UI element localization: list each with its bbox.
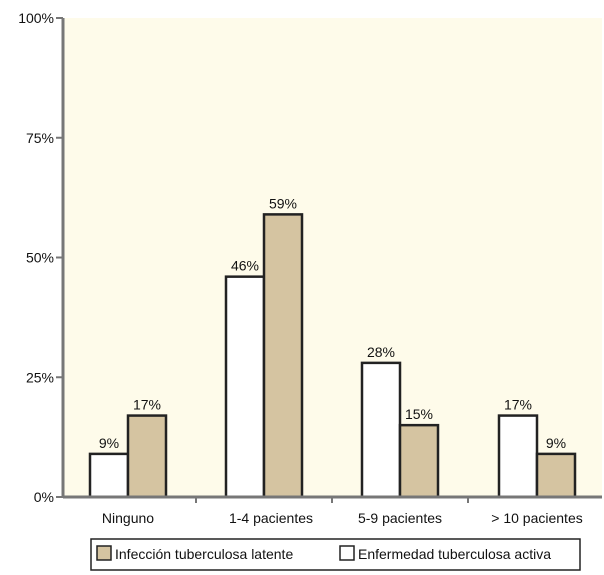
bar-enfermedad-tuberculosa-activa-1-4-pacientes xyxy=(224,275,266,499)
data-label-enfermedad-tuberculosa-activa-ninguno: 9% xyxy=(99,435,119,451)
data-label-enfermedad-tuberculosa-activa-5-9-pacientes: 28% xyxy=(367,344,395,360)
y-tick-label-75: 75% xyxy=(26,130,54,146)
bar-infecci-n-tuberculosa-latente-10-pacientes xyxy=(535,452,577,499)
legend-label-infecci-n-tuberculosa-latente: Infección tuberculosa latente xyxy=(115,546,293,562)
bars-group xyxy=(88,213,577,499)
x-tick-labels-group: Ninguno 1-4 pacientes 5-9 pacientes > 10 pa… xyxy=(102,497,583,526)
legend-label-enfermedad-tuberculosa-activa: Enfermedad tuberculosa activa xyxy=(358,546,551,562)
data-label-infecci-n-tuberculosa-latente-1-4-pacientes: 59% xyxy=(269,195,297,211)
data-label-infecci-n-tuberculosa-latente-ninguno: 17% xyxy=(133,397,161,413)
bar-enfermedad-tuberculosa-activa-ninguno xyxy=(88,452,130,499)
y-tick-label-50: 50% xyxy=(26,250,54,266)
x-tick-label-5-9-pacientes: 5-9 pacientes xyxy=(358,510,442,526)
bar-infecci-n-tuberculosa-latente-1-4-pacientes xyxy=(262,213,304,499)
x-tick-label-ninguno: Ninguno xyxy=(102,510,154,526)
legend-frame xyxy=(90,538,581,571)
legend-swatch-infecci-n-tuberculosa-latente xyxy=(96,545,112,561)
data-label-enfermedad-tuberculosa-activa-10-pacientes: 17% xyxy=(504,397,532,413)
bar-enfermedad-tuberculosa-activa-5-9-pacientes xyxy=(360,361,402,499)
y-tick-label-100: 100% xyxy=(18,10,54,26)
y-ticks-group: 0% 25% 50% 75% 100% xyxy=(18,10,63,505)
bar-infecci-n-tuberculosa-latente-ninguno xyxy=(126,414,168,499)
data-label-infecci-n-tuberculosa-latente-10-pacientes: 9% xyxy=(546,435,566,451)
legend: Infección tuberculosa latente Enfermedad … xyxy=(90,538,581,571)
y-tick-label-25: 25% xyxy=(26,369,54,385)
x-tick-label-1-4-pacientes: 1-4 pacientes xyxy=(229,510,313,526)
bar-infecci-n-tuberculosa-latente-5-9-pacientes xyxy=(398,423,440,499)
legend-swatch-enfermedad-tuberculosa-activa xyxy=(339,545,355,561)
data-labels-group: 9% 46% 28% 17% 17% 59% 15% 9% xyxy=(99,195,566,451)
x-tick-label-10-pacientes: > 10 pacientes xyxy=(491,510,582,526)
data-label-enfermedad-tuberculosa-activa-1-4-pacientes: 46% xyxy=(231,258,259,274)
data-label-infecci-n-tuberculosa-latente-5-9-pacientes: 15% xyxy=(405,406,433,422)
y-tick-label-0: 0% xyxy=(34,489,54,505)
bar-enfermedad-tuberculosa-activa-10-pacientes xyxy=(497,414,539,499)
